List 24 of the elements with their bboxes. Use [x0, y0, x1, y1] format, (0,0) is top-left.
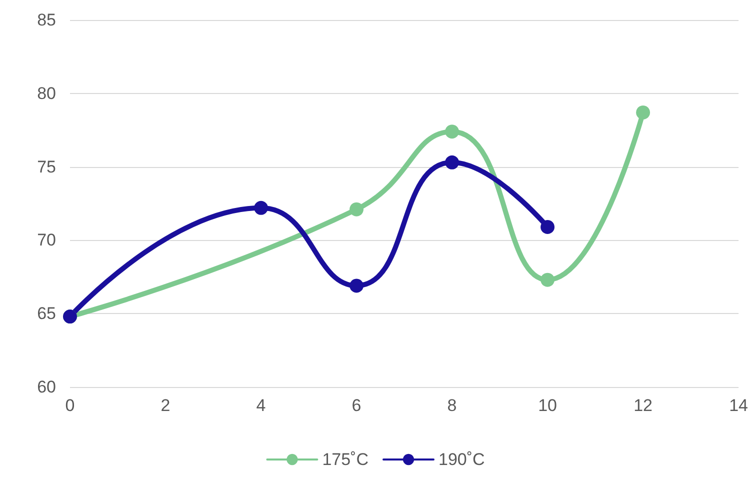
point	[254, 200, 268, 215]
point	[636, 105, 650, 120]
y-tick-label: 75	[37, 157, 56, 176]
legend-label: 175˚C	[322, 450, 369, 469]
legend-label: 190˚C	[438, 450, 485, 469]
y-tick-label: 80	[37, 84, 56, 103]
point	[540, 272, 555, 287]
x-tick-label: 14	[729, 396, 748, 415]
x-tick-label: 8	[447, 396, 457, 415]
y-tick-label: 70	[37, 230, 56, 250]
x-tick-label: 4	[256, 396, 266, 415]
point	[350, 202, 364, 216]
y-tick-label: 60	[37, 378, 56, 396]
point	[350, 278, 364, 293]
x-tick-label: 10	[538, 396, 557, 415]
point	[540, 220, 555, 234]
y-tick-label: 85	[37, 10, 56, 30]
x-tick-label: 6	[352, 396, 362, 415]
x-tick-label: 0	[65, 396, 75, 415]
x-tick-label: 2	[160, 396, 170, 415]
y-tick-label: 65	[37, 304, 56, 324]
point	[445, 124, 460, 139]
x-tick-label: 12	[634, 396, 652, 415]
point	[445, 155, 460, 170]
